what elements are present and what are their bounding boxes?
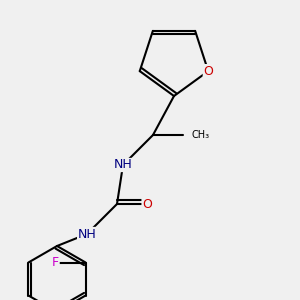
Text: NH: NH xyxy=(114,158,132,172)
Text: O: O xyxy=(142,197,152,211)
Text: O: O xyxy=(203,64,213,78)
Text: NH: NH xyxy=(78,227,96,241)
Text: CH₃: CH₃ xyxy=(192,130,210,140)
Text: F: F xyxy=(52,256,59,269)
